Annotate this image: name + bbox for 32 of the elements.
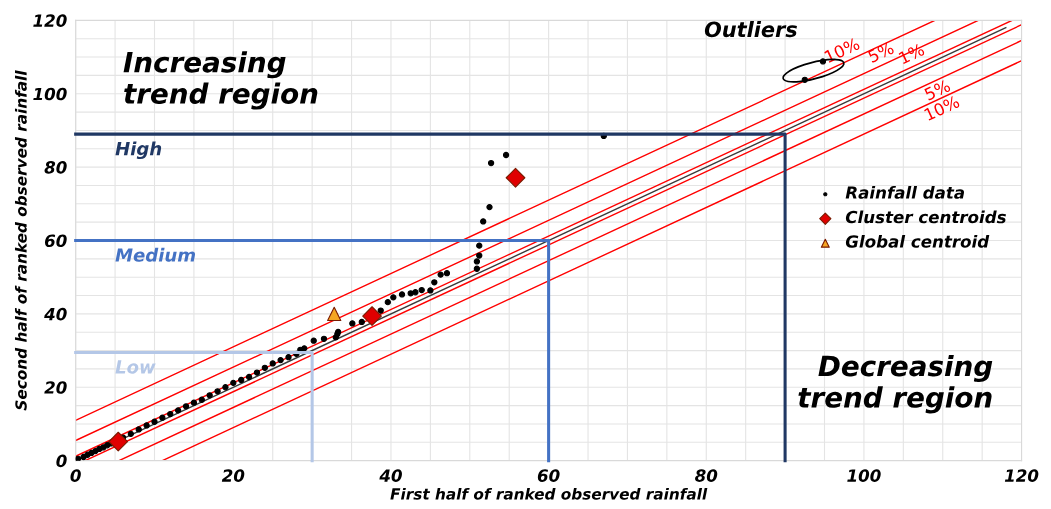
y-tick-label: 40 — [44, 307, 67, 321]
x-tick-label: 40 — [379, 469, 402, 482]
y-tick-label: 60 — [44, 234, 67, 248]
legend-label: Cluster centroids — [845, 210, 1006, 224]
series-label: High — [115, 141, 162, 160]
y-tick-label: 0 — [56, 454, 67, 468]
point — [327, 306, 342, 322]
y-tick-label: 100 — [33, 87, 67, 101]
annotation: Increasing trend region — [123, 51, 318, 110]
legend-label: Rainfall data — [845, 185, 965, 199]
x-tick-label: 20 — [221, 469, 245, 482]
point — [108, 431, 129, 452]
x-tick-label: 100 — [847, 469, 881, 482]
y-tick-label: 120 — [33, 14, 67, 27]
x-tick-label: 80 — [695, 469, 718, 482]
text: 10% — [823, 37, 861, 63]
y-tick-label: 80 — [44, 161, 67, 174]
annotation: Outliers — [704, 21, 797, 38]
y-axis-title: Second half of ranked observed rainfall — [14, 70, 27, 411]
text: 5% — [867, 41, 895, 64]
legend-label: Global centroid — [845, 234, 990, 248]
annotation: Decreasing trend region — [798, 354, 993, 414]
x-tick-label: 60 — [537, 469, 560, 482]
point — [362, 306, 382, 326]
x-tick-label: 120 — [1004, 469, 1039, 482]
series-label: Low — [115, 360, 156, 374]
point — [505, 167, 526, 188]
x-tick-label: 0 — [70, 469, 81, 482]
x-axis-title: First half of ranked observed rainfall — [390, 487, 708, 500]
series-label: Medium — [115, 247, 196, 262]
y-tick-label: 20 — [44, 381, 67, 394]
text: 1% — [898, 42, 926, 65]
